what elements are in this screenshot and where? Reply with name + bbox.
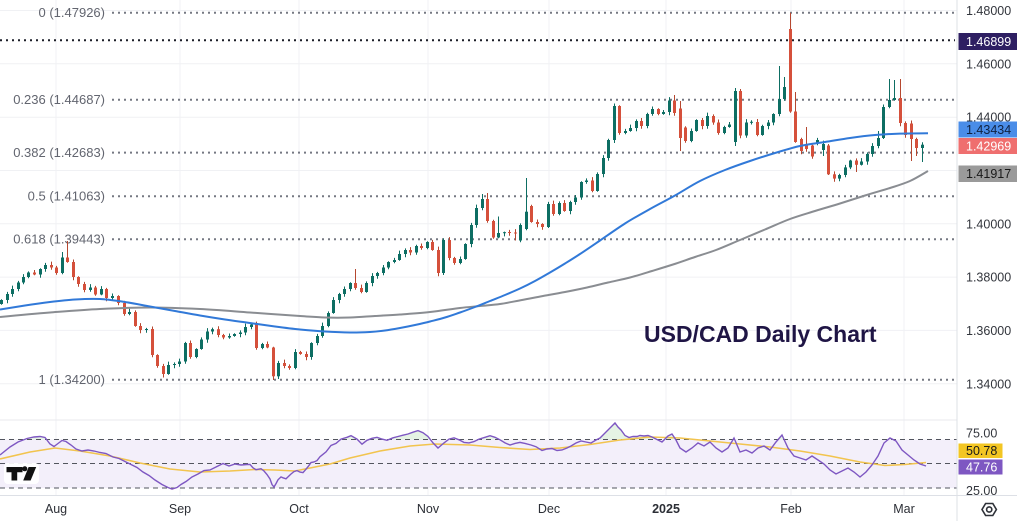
svg-text:Nov: Nov xyxy=(417,502,440,516)
svg-text:0.382 (1.42683): 0.382 (1.42683) xyxy=(13,145,105,160)
svg-text:Feb: Feb xyxy=(780,502,802,516)
svg-text:Aug: Aug xyxy=(45,502,67,516)
svg-text:0.236 (1.44687): 0.236 (1.44687) xyxy=(13,92,105,107)
svg-text:47.76: 47.76 xyxy=(966,460,997,474)
svg-text:1.36000: 1.36000 xyxy=(966,324,1011,338)
svg-text:Dec: Dec xyxy=(538,502,560,516)
svg-text:Oct: Oct xyxy=(289,502,309,516)
svg-text:1.42969: 1.42969 xyxy=(966,139,1011,153)
svg-text:1.43434: 1.43434 xyxy=(966,123,1011,137)
svg-text:Sep: Sep xyxy=(169,502,191,516)
svg-text:Mar: Mar xyxy=(893,502,915,516)
svg-text:2025: 2025 xyxy=(652,502,680,516)
svg-text:1.38000: 1.38000 xyxy=(966,271,1011,285)
svg-text:1 (1.34200): 1 (1.34200) xyxy=(39,372,106,387)
svg-text:1.46000: 1.46000 xyxy=(966,57,1011,71)
svg-text:50.78: 50.78 xyxy=(966,444,997,458)
svg-text:75.00: 75.00 xyxy=(966,427,997,441)
svg-text:1.40000: 1.40000 xyxy=(966,217,1011,231)
svg-text:0 (1.47926): 0 (1.47926) xyxy=(39,5,106,20)
svg-text:1.41917: 1.41917 xyxy=(966,167,1011,181)
svg-text:USD/CAD Daily Chart: USD/CAD Daily Chart xyxy=(644,321,877,347)
svg-text:25.00: 25.00 xyxy=(966,484,997,498)
svg-text:0.5 (1.41063): 0.5 (1.41063) xyxy=(28,188,105,203)
svg-text:1.34000: 1.34000 xyxy=(966,377,1011,391)
svg-text:1.48000: 1.48000 xyxy=(966,4,1011,18)
svg-text:1.46899: 1.46899 xyxy=(966,35,1011,49)
svg-text:0.618 (1.39443): 0.618 (1.39443) xyxy=(13,232,105,247)
